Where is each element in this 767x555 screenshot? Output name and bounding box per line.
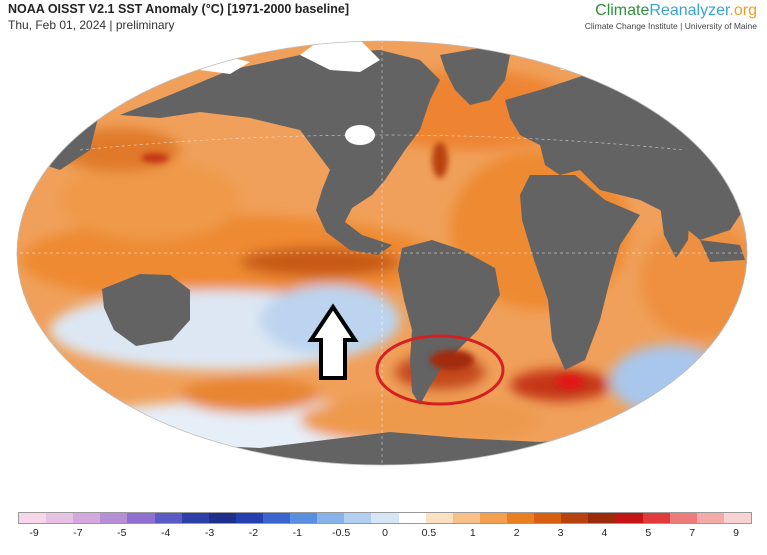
south-america [398, 240, 500, 405]
brand-name: ClimateReanalyzer.org [585, 2, 757, 20]
colorbar-tick-label: -4 [160, 527, 171, 539]
colorbar-swatch [371, 513, 399, 523]
colorbar-swatch [723, 513, 751, 523]
graticule [20, 41, 744, 465]
colorbar-tick-label: 9 [733, 527, 739, 539]
colorbar-tick-label: -0.5 [332, 527, 351, 539]
colorbar-swatch [235, 513, 263, 523]
colorbar-labels: -9 -7 -5 -4 -3 -2 -1 -0.5 0 0.5 1 2 3 4 5 7 9 [18, 527, 752, 541]
annotation-arrow [307, 303, 359, 380]
brand-name-part2: Reanalyzer [649, 2, 730, 19]
colorbar-swatch [73, 513, 101, 523]
colorbar-swatch [615, 513, 643, 523]
colorbar-swatch [642, 513, 670, 523]
colorbar-swatch [208, 513, 236, 523]
brand-subtitle: Climate Change Institute | University of… [584, 21, 757, 31]
brand-name-part3: .org [729, 2, 757, 19]
colorbar-swatch [46, 513, 74, 523]
colorbar-tick-label: 0 [382, 527, 388, 539]
annotation-circle [375, 334, 505, 406]
colorbar-swatch [100, 513, 128, 523]
brand-name-part1: Climate [595, 2, 650, 19]
colorbar-tick-label: -3 [204, 527, 215, 539]
colorbar-swatch [344, 513, 372, 523]
colorbar-swatch [425, 513, 453, 523]
colorbar-tick-label: -7 [73, 527, 83, 539]
sst-anomaly-map [16, 40, 748, 466]
greenland [440, 48, 510, 105]
colorbar-swatch [19, 513, 47, 523]
colorbar-tick-label: 1 [469, 527, 476, 539]
colorbar-tick-label: 4 [601, 527, 608, 539]
colorbar-swatch [317, 513, 345, 523]
ocean-layer [17, 41, 747, 465]
colorbar-swatch [290, 513, 318, 523]
colorbar-swatch [561, 513, 589, 523]
colorbar-tick-label: 7 [689, 527, 696, 539]
colorbar-swatch [588, 513, 616, 523]
colorbar-swatch [398, 513, 426, 523]
colorbar-tick-label: 2 [513, 527, 520, 539]
colorbar-swatch [479, 513, 507, 523]
colorbar-tick-label: -9 [29, 527, 39, 539]
colorbar-swatch [696, 513, 724, 523]
colorbar-swatch [154, 513, 182, 523]
colorbar-tick-label: 5 [645, 527, 652, 539]
map-date: Thu, Feb 01, 2024 | preliminary [8, 18, 175, 32]
colorbar-tick-label: 0.5 [421, 527, 437, 539]
north-america [120, 50, 440, 255]
colorbar-tick-label: -5 [117, 527, 127, 539]
hotspots [141, 142, 584, 389]
indonesia [700, 240, 745, 262]
antarctica [17, 432, 747, 465]
colorbar-swatch [127, 513, 155, 523]
colorbar-tick-label: -1 [292, 527, 302, 539]
colorbar-swatch [452, 513, 480, 523]
colorbar-swatch [262, 513, 291, 523]
australia [102, 274, 190, 346]
india [660, 205, 690, 258]
brand-logo: ClimateReanalyzer.org Climate Change Ins… [585, 2, 757, 31]
colorbar-swatch [534, 513, 562, 523]
colorbar [18, 512, 752, 524]
map-border [16, 40, 748, 466]
colorbar-tick-label: -2 [248, 527, 259, 539]
colorbar-tick-label: 3 [557, 527, 564, 539]
africa [520, 175, 640, 370]
colorbar-swatch [181, 513, 209, 523]
colorbar-swatch [506, 513, 535, 523]
colorbar-swatch [669, 513, 697, 523]
map-title: NOAA OISST V2.1 SST Anomaly (°C) [1971-2… [8, 2, 349, 16]
